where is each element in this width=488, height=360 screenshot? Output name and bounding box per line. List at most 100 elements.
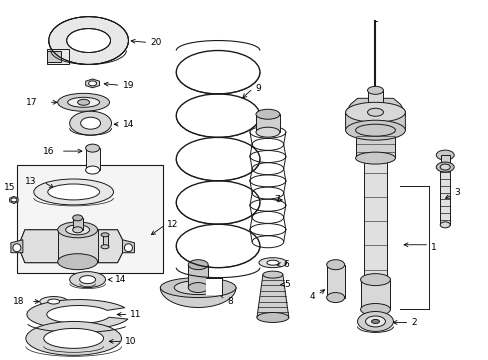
Text: 14: 14 — [122, 120, 134, 129]
Bar — [188, 265, 208, 288]
Text: 17: 17 — [26, 98, 38, 107]
Ellipse shape — [439, 222, 449, 228]
Ellipse shape — [188, 283, 208, 293]
Ellipse shape — [326, 293, 344, 302]
Ellipse shape — [345, 120, 405, 140]
Bar — [17, 165, 163, 273]
Text: 6: 6 — [283, 260, 289, 269]
Ellipse shape — [357, 311, 393, 332]
Ellipse shape — [65, 225, 89, 235]
Ellipse shape — [80, 276, 95, 284]
Text: 19: 19 — [122, 81, 134, 90]
Ellipse shape — [69, 272, 105, 288]
Ellipse shape — [188, 260, 208, 270]
Ellipse shape — [355, 152, 395, 164]
Polygon shape — [85, 79, 99, 88]
Ellipse shape — [360, 274, 389, 285]
Ellipse shape — [160, 278, 236, 298]
Bar — [85, 148, 100, 170]
Ellipse shape — [255, 127, 279, 137]
Text: 14: 14 — [114, 275, 125, 284]
Ellipse shape — [73, 227, 82, 233]
Polygon shape — [21, 230, 122, 263]
Ellipse shape — [78, 99, 89, 105]
Ellipse shape — [34, 179, 113, 205]
Polygon shape — [47, 49, 68, 64]
Bar — [439, 167, 449, 225]
Bar — [326, 265, 344, 298]
Text: 7: 7 — [273, 195, 279, 204]
Ellipse shape — [13, 244, 21, 252]
Bar — [440, 155, 449, 167]
Ellipse shape — [355, 124, 395, 136]
Bar — [363, 158, 386, 289]
Ellipse shape — [81, 117, 101, 129]
Ellipse shape — [26, 321, 121, 355]
Ellipse shape — [266, 260, 278, 265]
Ellipse shape — [40, 297, 67, 306]
Ellipse shape — [256, 312, 288, 323]
Text: 8: 8 — [226, 297, 232, 306]
Ellipse shape — [85, 144, 100, 152]
Polygon shape — [122, 240, 134, 253]
Ellipse shape — [367, 86, 383, 94]
Bar — [360, 280, 389, 310]
Ellipse shape — [85, 166, 100, 174]
Ellipse shape — [345, 102, 405, 122]
Ellipse shape — [58, 254, 98, 270]
Ellipse shape — [11, 198, 17, 202]
Ellipse shape — [255, 109, 279, 119]
Ellipse shape — [365, 316, 385, 327]
Text: 13: 13 — [25, 177, 37, 186]
Ellipse shape — [259, 258, 286, 268]
Ellipse shape — [363, 153, 386, 163]
Ellipse shape — [48, 299, 60, 304]
Ellipse shape — [66, 28, 110, 53]
Polygon shape — [47, 50, 61, 62]
Polygon shape — [10, 197, 18, 203]
Ellipse shape — [174, 280, 222, 294]
Polygon shape — [27, 300, 128, 329]
Polygon shape — [160, 288, 236, 307]
Text: 1: 1 — [430, 243, 436, 252]
Text: 4: 4 — [308, 292, 314, 301]
Ellipse shape — [439, 164, 449, 170]
Ellipse shape — [73, 215, 82, 221]
Ellipse shape — [435, 150, 453, 160]
Ellipse shape — [58, 222, 98, 238]
Ellipse shape — [69, 111, 111, 135]
Polygon shape — [345, 98, 405, 130]
Ellipse shape — [67, 97, 100, 107]
Ellipse shape — [101, 245, 109, 249]
Polygon shape — [256, 275, 288, 318]
Text: 16: 16 — [43, 147, 55, 156]
Ellipse shape — [48, 184, 100, 200]
Ellipse shape — [124, 244, 132, 252]
Ellipse shape — [435, 162, 453, 172]
Ellipse shape — [88, 81, 96, 86]
Bar — [255, 114, 279, 132]
Ellipse shape — [44, 328, 103, 348]
Text: 20: 20 — [150, 38, 162, 47]
Ellipse shape — [326, 260, 344, 270]
Text: 3: 3 — [453, 188, 459, 197]
Ellipse shape — [49, 17, 128, 64]
Text: 2: 2 — [410, 318, 416, 327]
Text: 9: 9 — [254, 84, 260, 93]
Bar — [58, 230, 98, 262]
Text: 12: 12 — [167, 220, 178, 229]
Bar — [73, 218, 82, 230]
Ellipse shape — [371, 319, 379, 323]
Text: 15: 15 — [4, 184, 16, 193]
Polygon shape — [355, 130, 395, 158]
Polygon shape — [21, 230, 122, 263]
Ellipse shape — [263, 271, 282, 278]
Ellipse shape — [58, 93, 109, 111]
Text: 5: 5 — [283, 280, 289, 289]
Bar — [102, 235, 107, 247]
Text: 10: 10 — [124, 337, 136, 346]
Polygon shape — [11, 240, 23, 253]
Ellipse shape — [367, 108, 383, 116]
Text: 11: 11 — [130, 310, 142, 319]
Bar — [367, 90, 383, 112]
